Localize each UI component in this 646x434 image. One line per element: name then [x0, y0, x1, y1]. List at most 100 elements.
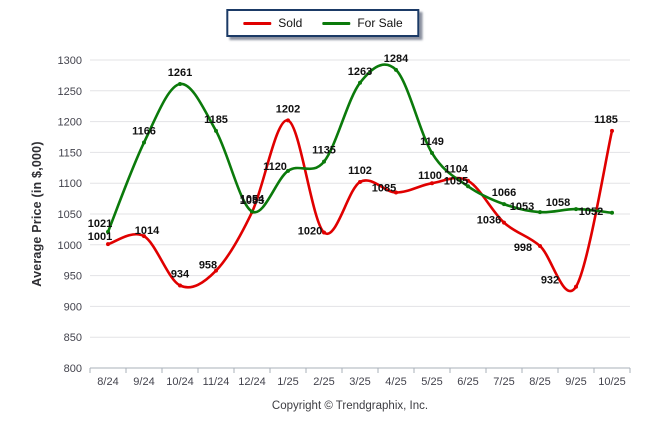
data-point-for-sale — [178, 82, 182, 87]
y-axis-title: Average Price (in $,000) — [30, 141, 44, 287]
data-point-label-sold: 1014 — [135, 225, 160, 237]
data-point-label-for-sale: 1058 — [546, 197, 570, 209]
data-point-label-sold: 932 — [541, 275, 559, 287]
x-tick-label: 2/25 — [313, 376, 334, 388]
data-point-for-sale — [322, 159, 326, 164]
data-point-label-sold: 1100 — [418, 170, 442, 182]
data-point-sold — [502, 220, 506, 225]
data-point-label-for-sale: 1261 — [168, 67, 192, 79]
data-point-label-sold: 998 — [514, 242, 532, 254]
data-point-label-sold: 1102 — [348, 165, 372, 177]
data-point-label-for-sale: 1263 — [348, 66, 372, 78]
data-point-label-sold: 1185 — [594, 114, 618, 126]
y-tick-label: 850 — [64, 332, 82, 344]
data-point-label-for-sale: 1166 — [132, 126, 156, 138]
for-sale-line-swatch — [322, 21, 351, 25]
data-point-label-for-sale: 1052 — [579, 206, 603, 218]
data-point-for-sale — [574, 207, 578, 212]
data-point-for-sale — [502, 202, 506, 207]
x-tick-label: 9/24 — [133, 376, 154, 388]
data-point-for-sale — [286, 168, 290, 173]
series-line-for-sale — [106, 63, 614, 234]
data-point-label-for-sale: 1185 — [204, 114, 228, 126]
data-point-sold — [538, 244, 542, 249]
x-tick-label: 10/24 — [166, 376, 194, 388]
data-point-label-for-sale: 1066 — [492, 187, 516, 199]
y-tick-label: 950 — [64, 271, 82, 283]
data-labels: 1001101493495810531202102011021085110011… — [88, 53, 618, 287]
data-point-label-sold: 1104 — [444, 164, 469, 176]
legend-item-for-sale: For Sale — [322, 16, 403, 30]
data-point-label-sold: 1020 — [298, 225, 322, 237]
data-point-for-sale — [214, 128, 218, 133]
data-point-for-sale — [430, 151, 434, 156]
y-tick-label: 1050 — [58, 209, 82, 221]
legend-label-sold: Sold — [278, 16, 303, 30]
legend-label-for-sale: For Sale — [357, 16, 403, 30]
data-point-label-for-sale: 1053 — [510, 201, 534, 213]
data-point-for-sale — [250, 209, 254, 214]
data-point-sold — [394, 190, 398, 195]
x-tick-label: 8/24 — [97, 376, 118, 388]
x-tick-label: 12/24 — [238, 376, 266, 388]
y-tick-label: 1100 — [58, 178, 82, 190]
y-tick-label: 800 — [64, 363, 82, 375]
y-tick-label: 1000 — [58, 240, 82, 252]
x-tick-label: 8/25 — [529, 376, 550, 388]
data-point-label-for-sale: 1149 — [420, 136, 444, 148]
data-point-for-sale — [142, 140, 146, 145]
data-point-sold — [214, 268, 218, 273]
data-point-label-for-sale: 1284 — [384, 53, 409, 65]
x-tick-label: 5/25 — [421, 376, 442, 388]
data-point-sold — [466, 178, 470, 183]
data-point-label-sold: 1202 — [276, 103, 300, 115]
x-tick-label: 7/25 — [493, 376, 514, 388]
data-point-label-sold: 1085 — [372, 182, 396, 194]
data-point-label-sold: 1053 — [240, 195, 264, 207]
y-tick-label: 1300 — [58, 55, 82, 67]
sold-line-swatch — [243, 21, 272, 25]
legend: Sold For Sale — [226, 9, 420, 37]
x-tick-label: 10/25 — [598, 376, 626, 388]
data-point-label-sold: 958 — [199, 260, 217, 272]
y-tick-label: 1150 — [58, 147, 82, 159]
data-point-label-for-sale: 1054 — [240, 194, 265, 206]
x-tick-label: 11/24 — [203, 376, 230, 388]
data-point-sold — [286, 118, 290, 123]
data-point-for-sale — [610, 210, 614, 215]
axis-ticks: 800 850 900 950 1000 1050 1100 1150 1200 1250 1300… — [58, 55, 631, 388]
data-point-sold — [178, 283, 182, 288]
data-point-label-sold: 1001 — [88, 231, 112, 243]
data-point-sold — [358, 179, 362, 184]
series-lines — [106, 63, 614, 293]
legend-item-sold: Sold — [243, 16, 302, 30]
data-point-for-sale — [358, 80, 362, 85]
x-tick-label: 6/25 — [457, 376, 478, 388]
copyright-text: Copyright © Trendgraphix, Inc. — [271, 400, 429, 412]
x-tick-label: 3/25 — [349, 376, 370, 388]
data-point-label-sold: 934 — [171, 268, 190, 280]
x-tick-label: 9/25 — [565, 376, 586, 388]
data-point-sold — [610, 128, 614, 133]
y-tick-label: 1250 — [58, 86, 82, 98]
data-point-sold — [574, 284, 578, 289]
data-point-label-for-sale: 1021 — [88, 218, 112, 230]
data-point-sold — [322, 230, 326, 235]
data-point-label-sold: 1036 — [477, 215, 501, 227]
data-point-sold — [106, 242, 110, 247]
data-point-for-sale — [394, 67, 398, 72]
y-tick-label: 900 — [64, 301, 82, 313]
data-point-label-for-sale: 1135 — [312, 145, 336, 157]
data-point-for-sale — [106, 229, 110, 234]
x-tick-label: 4/25 — [385, 376, 406, 388]
data-point-for-sale — [538, 210, 542, 215]
data-point-sold — [430, 181, 434, 186]
x-tick-label: 1/25 — [277, 376, 298, 388]
data-point-sold — [142, 234, 146, 239]
data-point-label-for-sale: 1095 — [444, 175, 468, 187]
y-tick-label: 1200 — [58, 117, 82, 129]
gridlines — [90, 59, 630, 369]
series-line-sold — [106, 119, 614, 293]
